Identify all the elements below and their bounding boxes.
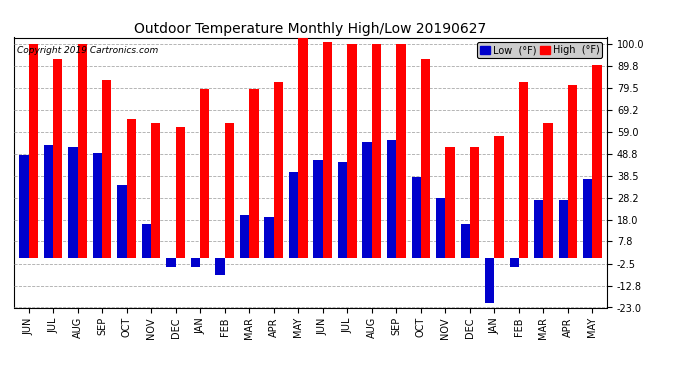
Bar bbox=[534, 200, 544, 258]
Bar bbox=[53, 59, 62, 258]
Bar bbox=[274, 82, 283, 258]
Bar bbox=[347, 44, 357, 258]
Bar bbox=[544, 123, 553, 258]
Bar bbox=[117, 185, 126, 258]
Bar bbox=[200, 89, 210, 258]
Bar bbox=[470, 147, 479, 258]
Bar bbox=[298, 38, 308, 258]
Bar bbox=[77, 44, 87, 258]
Bar bbox=[191, 258, 200, 267]
Bar bbox=[436, 198, 445, 258]
Bar bbox=[215, 258, 225, 275]
Bar bbox=[421, 59, 430, 258]
Bar bbox=[313, 160, 323, 258]
Bar bbox=[445, 147, 455, 258]
Bar bbox=[176, 128, 185, 258]
Bar bbox=[362, 142, 372, 258]
Bar bbox=[495, 136, 504, 258]
Bar bbox=[142, 224, 151, 258]
Bar bbox=[289, 172, 298, 258]
Bar bbox=[323, 42, 332, 258]
Bar bbox=[43, 145, 53, 258]
Bar bbox=[102, 80, 111, 258]
Bar bbox=[249, 89, 259, 258]
Bar bbox=[519, 82, 529, 258]
Bar bbox=[68, 147, 77, 258]
Legend: Low  (°F), High  (°F): Low (°F), High (°F) bbox=[477, 42, 602, 58]
Text: Copyright 2019 Cartronics.com: Copyright 2019 Cartronics.com bbox=[17, 46, 158, 55]
Bar bbox=[28, 44, 38, 258]
Bar bbox=[372, 44, 381, 258]
Bar bbox=[264, 217, 274, 258]
Bar bbox=[559, 200, 568, 258]
Bar bbox=[510, 258, 519, 267]
Bar bbox=[240, 215, 249, 258]
Bar bbox=[151, 123, 161, 258]
Bar bbox=[411, 177, 421, 258]
Bar bbox=[593, 65, 602, 258]
Bar bbox=[92, 153, 102, 258]
Bar bbox=[460, 224, 470, 258]
Bar bbox=[338, 162, 347, 258]
Bar bbox=[387, 140, 396, 258]
Bar bbox=[166, 258, 176, 267]
Bar bbox=[225, 123, 234, 258]
Title: Outdoor Temperature Monthly High/Low 20190627: Outdoor Temperature Monthly High/Low 201… bbox=[135, 22, 486, 36]
Bar bbox=[583, 179, 593, 258]
Bar bbox=[19, 155, 28, 258]
Bar bbox=[485, 258, 495, 303]
Bar bbox=[126, 119, 136, 258]
Bar bbox=[396, 44, 406, 258]
Bar bbox=[568, 85, 578, 258]
